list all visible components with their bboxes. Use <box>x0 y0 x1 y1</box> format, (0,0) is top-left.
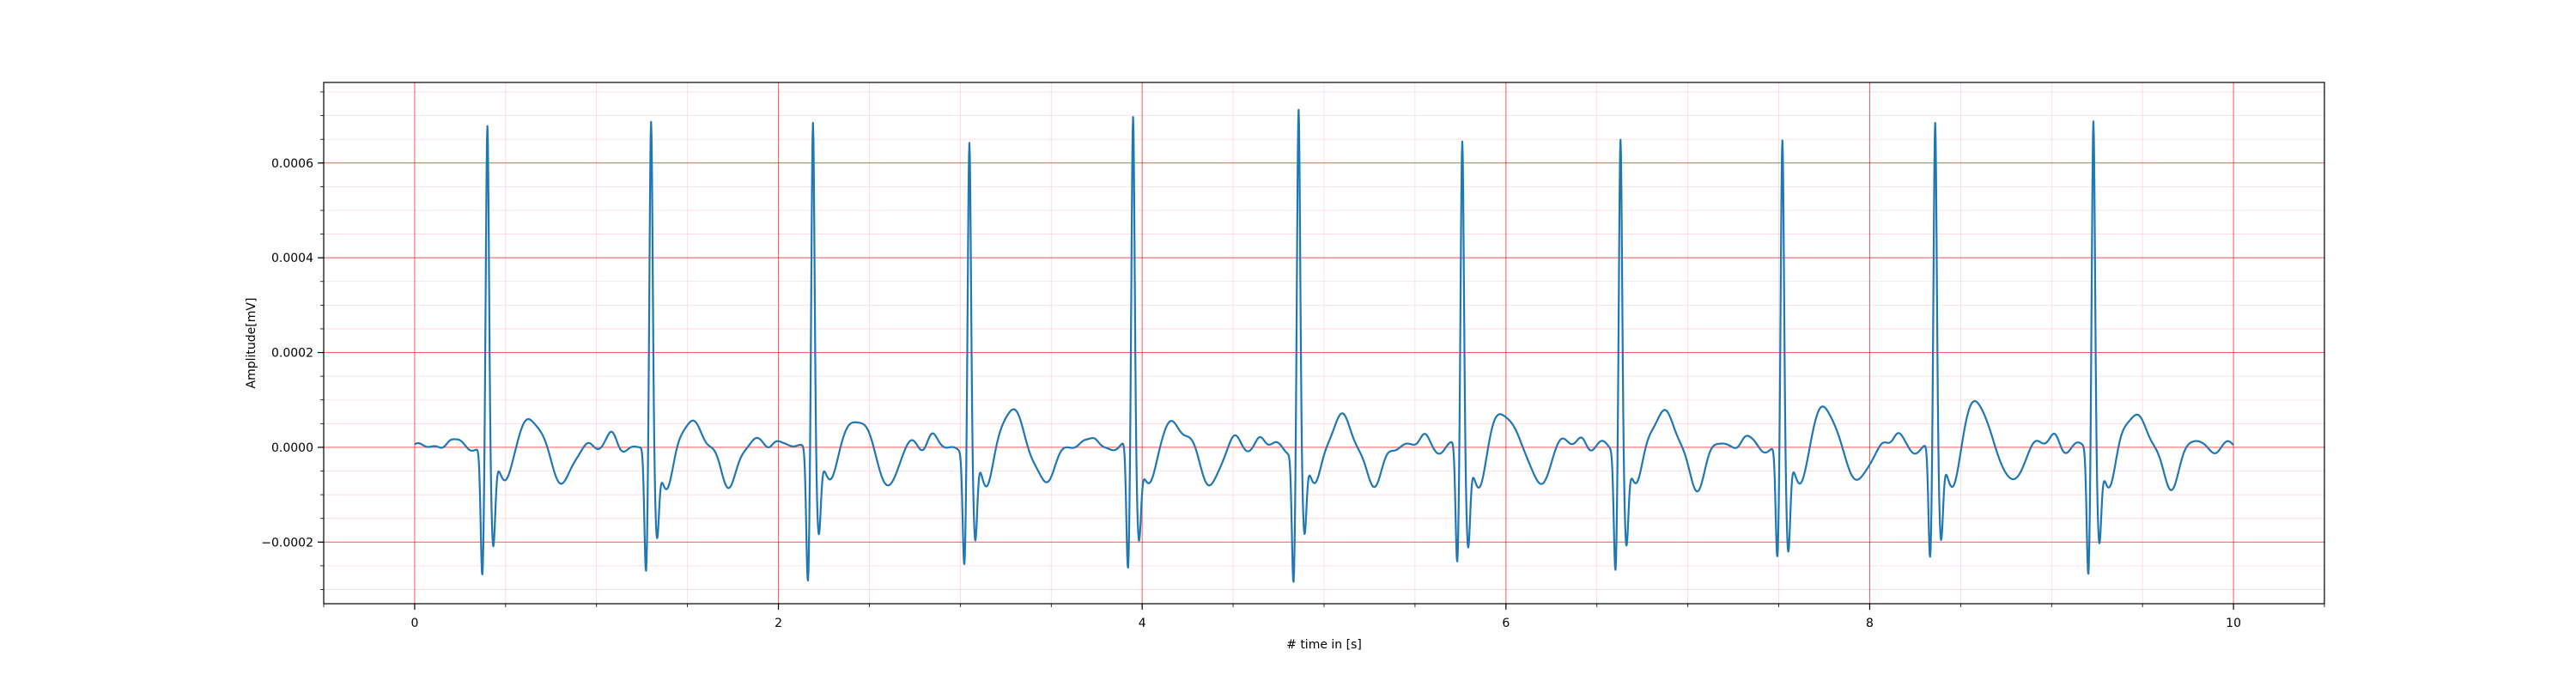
y-tick-label: 0.0004 <box>271 252 313 265</box>
y-tick-label: 0.0006 <box>271 157 313 171</box>
x-tick-label: 8 <box>1866 617 1874 630</box>
x-tick-label: 0 <box>410 617 418 630</box>
major-grid <box>324 82 2324 604</box>
ecg-series-line <box>414 108 2234 583</box>
tick-labels: 0 2 4 6 8 10 −0.0002 0.0000 0.0002 0.0004 0.0006 <box>261 157 2241 630</box>
axis-ticks <box>318 91 2325 610</box>
y-tick-label: 0.0000 <box>271 441 313 455</box>
y-tick-label: −0.0002 <box>261 536 313 550</box>
x-tick-label: 10 <box>2226 617 2241 630</box>
x-axis-label: # time in [s] <box>1286 638 1362 652</box>
y-axis-label: Amplitude[mV] <box>245 298 258 389</box>
x-tick-label: 4 <box>1139 617 1146 630</box>
x-tick-label: 2 <box>775 617 782 630</box>
x-tick-label: 6 <box>1502 617 1510 630</box>
y-tick-label: 0.0002 <box>271 347 313 361</box>
plot-frame <box>323 82 2325 605</box>
